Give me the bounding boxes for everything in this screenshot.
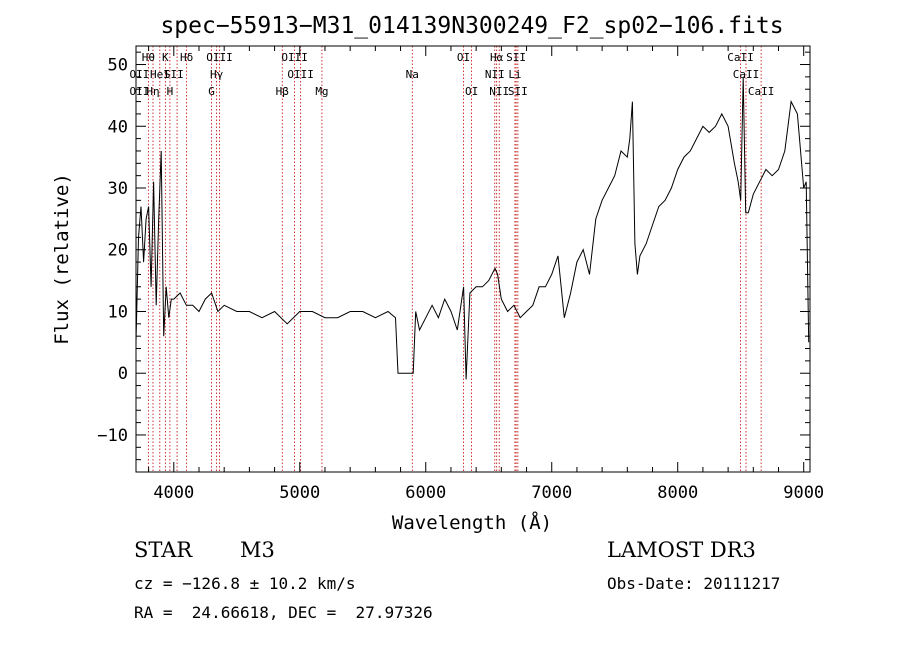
chart-title: spec−55913−M31_014139N300249_F2_sp02−106… (160, 13, 783, 39)
x-axis-label: Wavelength (Å) (392, 511, 552, 534)
redshift-cz: cz = −126.8 ± 10.2 km/s (134, 574, 356, 593)
line-marker-label: G (208, 85, 215, 98)
line-marker-label: K (162, 51, 169, 64)
y-tick-label: 50 (108, 56, 128, 76)
line-marker-label: SII (506, 51, 526, 64)
y-tick-label: 20 (108, 241, 128, 261)
line-marker-label: Hγ (210, 68, 224, 81)
line-marker-label: OIII (281, 51, 308, 64)
line-marker-group (147, 46, 762, 472)
survey-name: LAMOST DR3 (607, 538, 756, 562)
line-marker-label: OII (129, 68, 149, 81)
line-marker-label: Na (406, 68, 419, 81)
y-tick-label: 40 (108, 117, 128, 137)
line-marker-label: Hβ (276, 85, 290, 98)
spectrum-series-line (135, 76, 810, 380)
plot-frame (135, 45, 811, 473)
line-marker-label: Li (508, 68, 521, 81)
axis-tick-labels: 4000 5000 6000 7000 8000 9000 −10 0 10 20 30 40 50 (97, 56, 824, 503)
line-marker-label: SII (164, 68, 184, 81)
line-marker-label: CaII (733, 68, 760, 81)
object-subclass: M3 (240, 538, 275, 562)
line-marker-label: SII (508, 85, 528, 98)
line-marker-label: Mg (315, 85, 328, 98)
line-marker-label: OI (465, 85, 478, 98)
x-tick-label: 4000 (153, 483, 194, 503)
line-marker-label: Hη (146, 85, 159, 98)
line-marker-label: H (167, 85, 174, 98)
line-marker-label: OI (457, 51, 470, 64)
x-tick-label: 8000 (657, 483, 698, 503)
y-axis-label: Flux (relative) (51, 173, 73, 345)
line-marker-label: CaII (727, 51, 754, 64)
line-marker-label: NII (489, 85, 509, 98)
line-marker-label: OII (129, 85, 149, 98)
line-marker-label: NII (485, 68, 505, 81)
x-tick-label: 9000 (783, 483, 824, 503)
axis-ticks (136, 46, 810, 472)
y-tick-label: 30 (108, 179, 128, 199)
line-marker-label: CaII (748, 85, 775, 98)
line-marker-label: Hδ (180, 51, 193, 64)
y-tick-label: −10 (97, 426, 128, 446)
line-marker-label: Hα (490, 51, 504, 64)
line-marker-label: HeI (150, 68, 170, 81)
y-tick-label: 10 (108, 302, 128, 322)
x-tick-label: 7000 (531, 483, 572, 503)
object-class: STAR (134, 538, 193, 562)
observation-date: Obs-Date: 20111217 (607, 574, 781, 593)
line-marker-label: OIII (287, 68, 314, 81)
line-marker-label: Hθ (142, 51, 155, 64)
spectrum-chart: spec−55913−M31_014139N300249_F2_sp02−106… (51, 13, 824, 534)
line-marker-label: OIII (206, 51, 233, 64)
x-tick-label: 6000 (405, 483, 446, 503)
ra-dec-coordinates: RA = 24.66618, DEC = 27.97326 (134, 603, 433, 622)
x-tick-label: 5000 (279, 483, 320, 503)
y-tick-label: 0 (118, 364, 128, 384)
